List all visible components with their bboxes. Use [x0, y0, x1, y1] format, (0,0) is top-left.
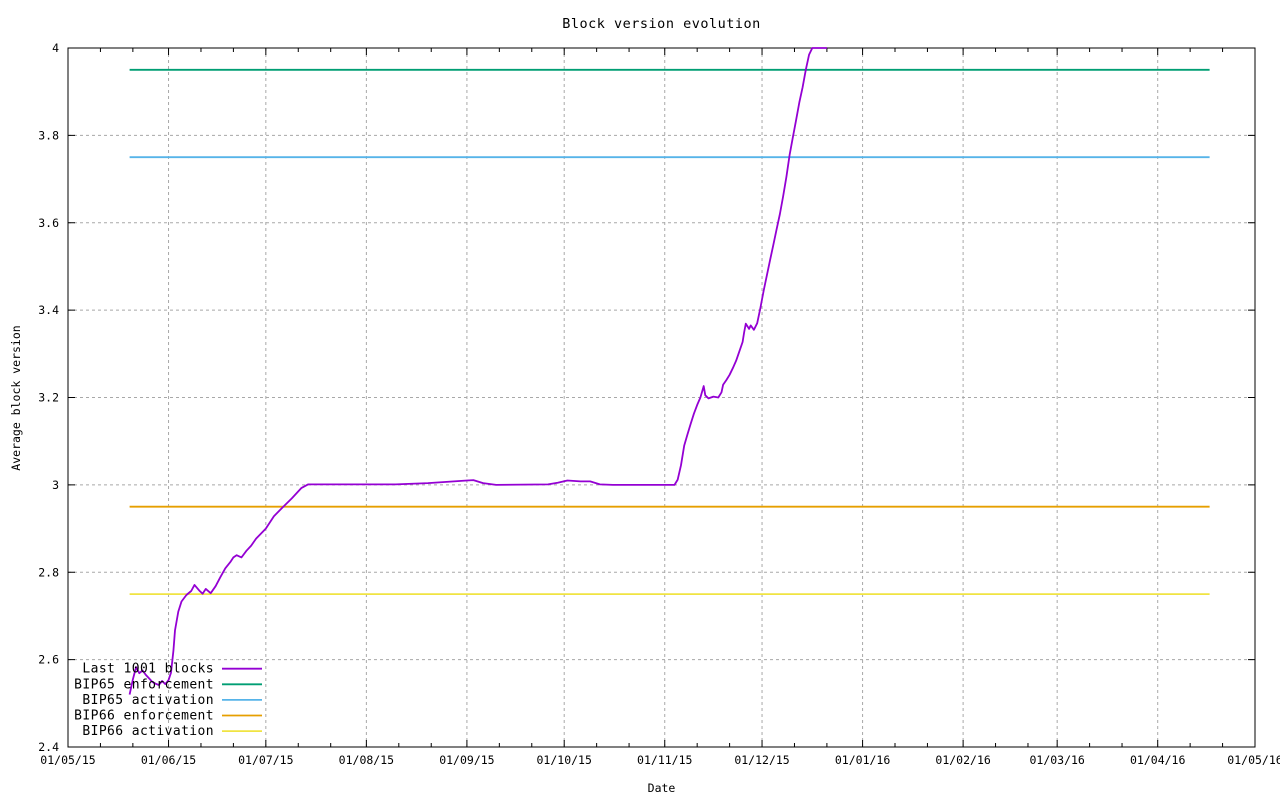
x-tick-label: 01/05/16 — [1227, 753, 1280, 767]
y-tick-label: 3.2 — [38, 391, 59, 405]
y-tick-label: 2.8 — [38, 565, 59, 579]
legend-label: BIP65 enforcement — [74, 677, 214, 692]
x-tick-label: 01/09/15 — [439, 753, 494, 767]
x-axis-label: Date — [647, 781, 676, 795]
legend-label: Last 1001 blocks — [82, 662, 214, 677]
y-tick-label: 2.4 — [38, 740, 59, 754]
y-tick-label: 3.4 — [38, 303, 59, 317]
x-tick-label: 01/11/15 — [637, 753, 692, 767]
y-axis-label: Average block version — [9, 325, 23, 471]
x-tick-label: 01/04/16 — [1130, 753, 1185, 767]
series-line-last-1001-blocks — [128, 47, 827, 695]
legend-label: BIP66 enforcement — [74, 709, 214, 724]
x-tick-label: 01/01/16 — [835, 753, 890, 767]
x-tick-label: 01/07/15 — [238, 753, 293, 767]
y-tick-label: 3.6 — [38, 216, 59, 230]
x-tick-label: 01/12/15 — [734, 753, 789, 767]
y-tick-label: 2.6 — [38, 653, 59, 667]
y-tick-label: 3.8 — [38, 128, 59, 142]
x-tick-label: 01/05/15 — [40, 753, 95, 767]
x-tick-label: 01/06/15 — [141, 753, 196, 767]
y-tick-label: 4 — [52, 41, 59, 55]
x-tick-label: 01/10/15 — [537, 753, 592, 767]
legend-label: BIP65 activation — [82, 693, 214, 708]
legend-label: BIP66 activation — [82, 724, 214, 739]
y-tick-label: 3 — [52, 478, 59, 492]
x-tick-label: 01/02/16 — [935, 753, 990, 767]
x-tick-label: 01/08/15 — [339, 753, 394, 767]
chart-title: Block version evolution — [562, 16, 761, 32]
x-tick-label: 01/03/16 — [1029, 753, 1084, 767]
